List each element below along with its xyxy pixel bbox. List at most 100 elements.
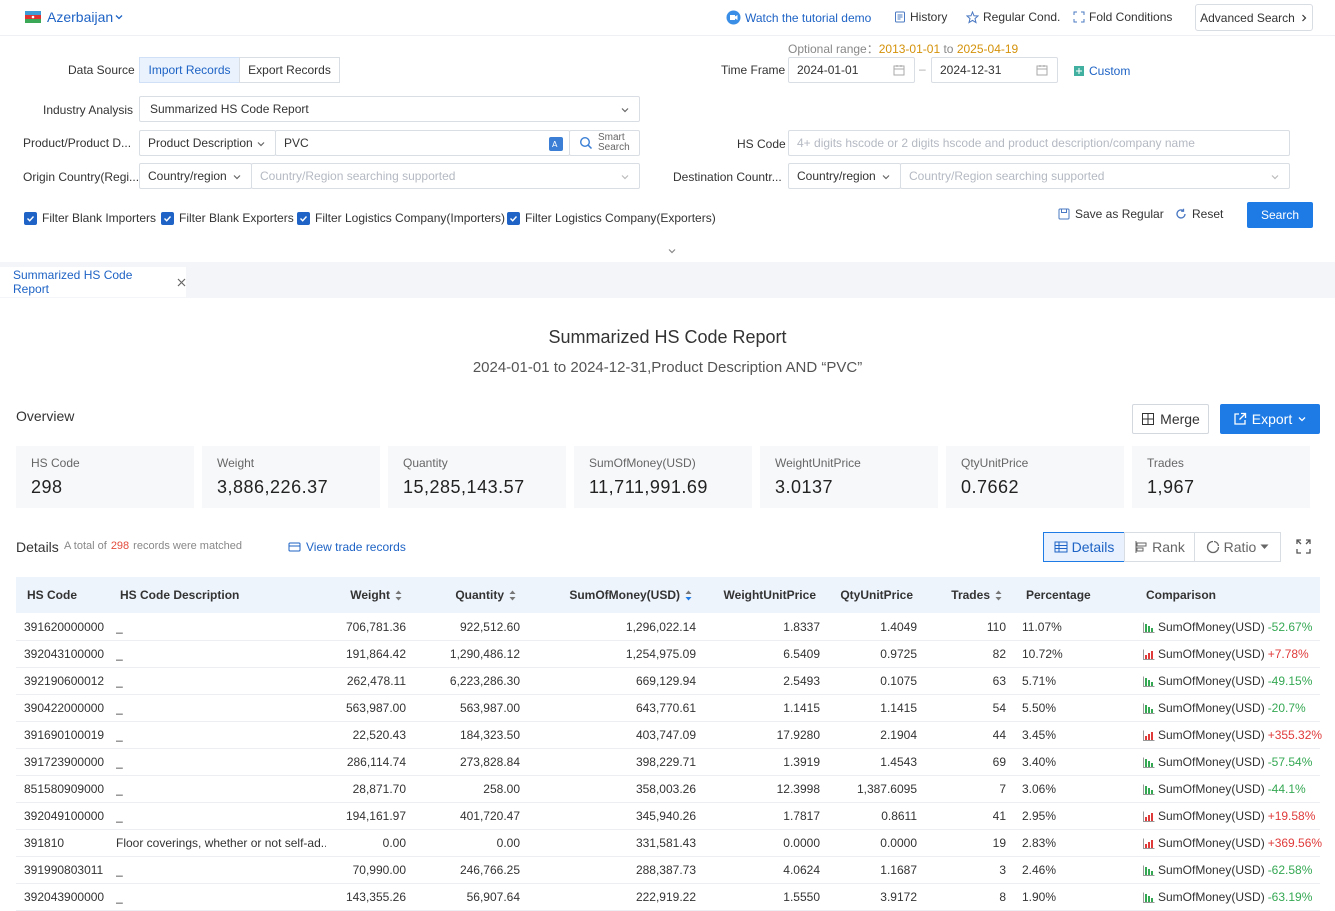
translate-icon[interactable]: A bbox=[549, 137, 563, 151]
advanced-search-button[interactable]: Advanced Search bbox=[1195, 4, 1313, 31]
sort-icon[interactable] bbox=[509, 590, 516, 601]
cell-hs-code[interactable]: 392049100000 bbox=[24, 809, 105, 823]
cell-sum-of-money: 403,747.09 bbox=[635, 728, 696, 742]
cell-hs-code[interactable]: 392043100000 bbox=[24, 647, 105, 661]
sort-desc-icon[interactable] bbox=[685, 590, 692, 601]
view-trade-records-label: View trade records bbox=[306, 540, 406, 554]
table-row[interactable]: 392049100000 _ 194,161.97 401,720.47 345… bbox=[16, 803, 1320, 830]
col-sum-of-money[interactable]: SumOfMoney(USD) bbox=[569, 577, 692, 613]
custom-range-label: Custom bbox=[1089, 64, 1131, 78]
cell-qty-unit-price: 0.0000 bbox=[880, 836, 917, 850]
smart-search-button[interactable]: Smart Search bbox=[569, 130, 640, 156]
export-records-toggle[interactable]: Export Records bbox=[239, 57, 340, 83]
hs-code-input[interactable]: 4+ digits hscode or 2 digits hscode and … bbox=[788, 130, 1290, 156]
table-row[interactable]: 392043900000 _ 143,355.26 56,907.64 222,… bbox=[16, 884, 1320, 911]
cell-weight: 191,864.42 bbox=[345, 647, 406, 661]
fold-conditions-link[interactable]: Fold Conditions bbox=[1073, 10, 1172, 24]
filter-logistics-exporters-checkbox[interactable]: Filter Logistics Company(Exporters) bbox=[507, 211, 716, 225]
table-row[interactable]: 392190600012 _ 262,478.11 6,223,286.30 6… bbox=[16, 668, 1320, 695]
comparison-value: +7.78% bbox=[1267, 647, 1309, 661]
cell-hs-code[interactable]: 391723900000 bbox=[24, 755, 105, 769]
col-trades[interactable]: Trades bbox=[951, 577, 1002, 613]
tab-summarized-hs-code-report[interactable]: Summarized HS Code Report bbox=[0, 267, 186, 297]
view-details-button[interactable]: Details bbox=[1043, 532, 1125, 562]
export-button[interactable]: Export bbox=[1220, 404, 1320, 434]
cell-hs-code[interactable]: 392190600012 bbox=[24, 674, 105, 688]
trend-chart-icon bbox=[1143, 622, 1155, 633]
destination-type-select[interactable]: Country/region bbox=[788, 163, 901, 189]
close-icon[interactable] bbox=[177, 278, 186, 287]
stat-title: Weight bbox=[217, 456, 255, 470]
product-input[interactable]: PVC A bbox=[275, 130, 570, 156]
date-from-input[interactable]: 2024-01-01 bbox=[788, 57, 915, 83]
optional-range: Optional range：2013-01-01 to 2025-04-19 bbox=[788, 40, 1018, 57]
table-row[interactable]: 391620000000 _ 706,781.36 922,512.60 1,2… bbox=[16, 614, 1320, 641]
cell-hs-code[interactable]: 391810 bbox=[24, 836, 65, 850]
reset-button[interactable]: Reset bbox=[1175, 207, 1223, 221]
col-hs-description[interactable]: HS Code Description bbox=[120, 577, 239, 613]
cell-hs-code[interactable]: 851580909000 bbox=[24, 782, 105, 796]
col-hs-code[interactable]: HS Code bbox=[27, 577, 77, 613]
product-type-select[interactable]: Product Description bbox=[139, 130, 276, 156]
table-row[interactable]: 391990803011 _ 70,990.00 246,766.25 288,… bbox=[16, 857, 1320, 884]
table-row[interactable]: 391723900000 _ 286,114.74 273,828.84 398… bbox=[16, 749, 1320, 776]
custom-range-button[interactable]: Custom bbox=[1073, 64, 1130, 78]
sort-icon[interactable] bbox=[395, 590, 402, 601]
report-title: Summarized HS Code Report bbox=[548, 327, 787, 347]
save-as-regular-label: Save as Regular bbox=[1075, 207, 1164, 221]
table-row[interactable]: 391690100019 _ 22,520.43 184,323.50 403,… bbox=[16, 722, 1322, 749]
col-label: Weight bbox=[350, 588, 390, 602]
destination-country-placeholder: Country/Region searching supported bbox=[909, 169, 1105, 183]
cell-hs-code[interactable]: 392043900000 bbox=[24, 890, 105, 904]
cell-hs-code[interactable]: 390422000000 bbox=[24, 701, 105, 715]
table-row[interactable]: 391810 Floor coverings, whether or not s… bbox=[16, 830, 1322, 857]
date-to-input[interactable]: 2024-12-31 bbox=[931, 57, 1058, 83]
save-as-regular-button[interactable]: Save as Regular bbox=[1058, 207, 1164, 221]
optional-range-to-word: to bbox=[943, 42, 954, 56]
filter-logistics-importers-checkbox[interactable]: Filter Logistics Company(Importers) bbox=[297, 211, 505, 225]
search-button[interactable]: Search bbox=[1247, 202, 1313, 228]
merge-button[interactable]: Merge bbox=[1132, 404, 1209, 434]
tab-label: Summarized HS Code Report bbox=[13, 268, 133, 296]
industry-analysis-select[interactable]: Summarized HS Code Report bbox=[139, 96, 640, 122]
country-selector[interactable]: Azerbaijan bbox=[47, 9, 114, 25]
cell-qty-unit-price: 1,387.6095 bbox=[856, 782, 917, 796]
fullscreen-icon[interactable] bbox=[1296, 539, 1311, 554]
import-records-toggle[interactable]: Import Records bbox=[139, 57, 240, 83]
custom-calendar-icon bbox=[1073, 65, 1085, 77]
history-link[interactable]: History bbox=[894, 10, 947, 24]
col-weight-unit-price[interactable]: WeightUnitPrice bbox=[724, 577, 816, 613]
sort-icon[interactable] bbox=[995, 590, 1002, 601]
cell-hs-code[interactable]: 391990803011 bbox=[24, 863, 104, 877]
filter-blank-importers-checkbox[interactable]: Filter Blank Importers bbox=[24, 211, 156, 225]
origin-country-input[interactable]: Country/Region searching supported bbox=[251, 163, 640, 189]
filter-blank-exporters-checkbox[interactable]: Filter Blank Exporters bbox=[161, 211, 294, 225]
checkbox-checked-icon bbox=[161, 211, 174, 225]
destination-country-input[interactable]: Country/Region searching supported bbox=[900, 163, 1290, 189]
cell-description: _ bbox=[116, 701, 123, 715]
regular-conditions-link[interactable]: Regular Cond. bbox=[966, 10, 1060, 24]
view-trade-records-link[interactable]: View trade records bbox=[288, 540, 406, 554]
table-row[interactable]: 390422000000 _ 563,987.00 563,987.00 643… bbox=[16, 695, 1320, 722]
cell-hs-code[interactable]: 391690100019 bbox=[24, 728, 105, 742]
advanced-search-label: Advanced Search bbox=[1200, 10, 1295, 25]
collapse-form-toggle[interactable] bbox=[638, 242, 706, 260]
col-quantity[interactable]: Quantity bbox=[455, 577, 516, 613]
stat-card-quantity: Quantity 15,285,143.57 bbox=[388, 446, 566, 508]
col-comparison[interactable]: Comparison bbox=[1146, 577, 1216, 613]
table-row[interactable]: 851580909000 _ 28,871.70 258.00 358,003.… bbox=[16, 776, 1320, 803]
origin-type-select[interactable]: Country/region bbox=[139, 163, 252, 189]
chevron-down-icon bbox=[1297, 414, 1307, 424]
col-label: WeightUnitPrice bbox=[723, 588, 816, 602]
view-rank-button[interactable]: Rank bbox=[1124, 532, 1195, 562]
tutorial-demo-link[interactable]: Watch the tutorial demo bbox=[726, 10, 871, 25]
chevron-down-icon[interactable] bbox=[114, 12, 124, 22]
cell-hs-code[interactable]: 391620000000 bbox=[24, 620, 105, 634]
table-row[interactable]: 392043100000 _ 191,864.42 1,290,486.12 1… bbox=[16, 641, 1320, 668]
col-percentage[interactable]: Percentage bbox=[1026, 577, 1091, 613]
col-qty-unit-price[interactable]: QtyUnitPrice bbox=[840, 577, 913, 613]
col-weight[interactable]: Weight bbox=[350, 577, 402, 613]
stat-card-weight: Weight 3,886,226.37 bbox=[202, 446, 380, 508]
view-ratio-button[interactable]: Ratio bbox=[1194, 532, 1281, 562]
filter-label: Filter Logistics Company(Exporters) bbox=[525, 211, 716, 225]
